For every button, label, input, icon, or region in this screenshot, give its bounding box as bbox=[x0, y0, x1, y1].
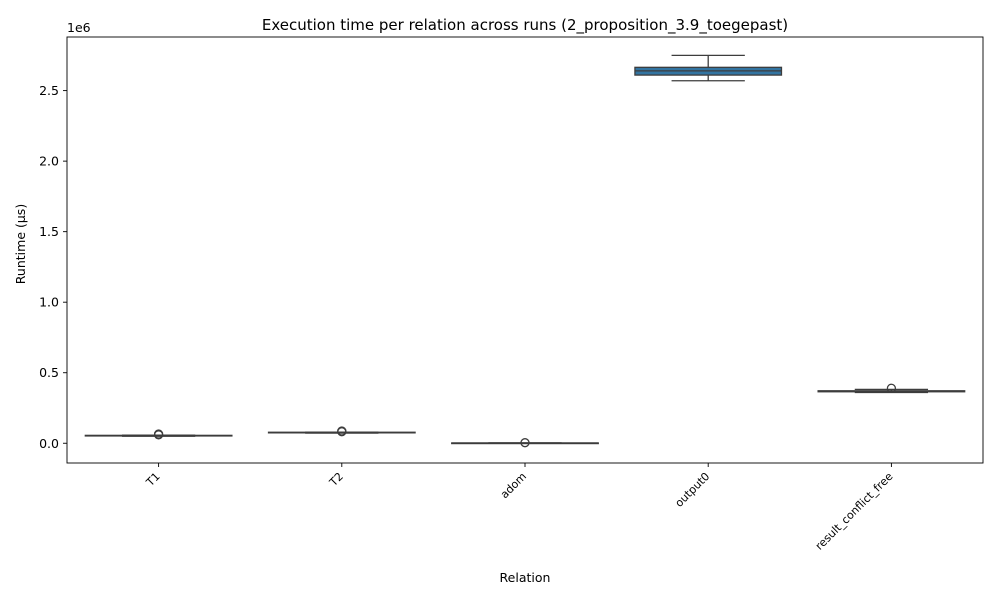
plot-area: 0.0 0.5 1.0 1.5 2.0 2.5 T1 T2 adom output0 result_… bbox=[39, 54, 966, 553]
y-tick-label-4: 2.0 bbox=[39, 154, 59, 169]
x-tick-label-T2: T2 bbox=[326, 470, 346, 490]
x-tick-label-adom: adom bbox=[498, 470, 529, 501]
y-tick-label-3: 1.5 bbox=[39, 224, 59, 239]
outlier-result_conflict_free-0 bbox=[886, 383, 897, 393]
y-offset-label: 1e6 bbox=[67, 20, 91, 35]
x-axis-label: Relation bbox=[500, 570, 551, 585]
y-tick-label-0: 0.0 bbox=[39, 436, 59, 451]
x-tick-label-output0: output0 bbox=[673, 470, 713, 510]
y-tick-label-2: 1.0 bbox=[39, 295, 59, 310]
x-tick-label-result_conflict_free: result_conflict_free bbox=[813, 470, 896, 553]
y-axis-label: Runtime (µs) bbox=[13, 204, 28, 284]
outlier-T1-1 bbox=[153, 429, 164, 439]
axes-frame bbox=[66, 36, 984, 464]
x-tick-label-T1: T1 bbox=[143, 470, 163, 490]
y-tick-label-5: 2.5 bbox=[39, 83, 59, 98]
outlier-adom-0 bbox=[520, 438, 530, 448]
y-tick-label-1: 0.5 bbox=[39, 365, 59, 380]
chart-title: Execution time per relation across runs … bbox=[262, 16, 788, 35]
outlier-T2-1 bbox=[337, 426, 347, 436]
